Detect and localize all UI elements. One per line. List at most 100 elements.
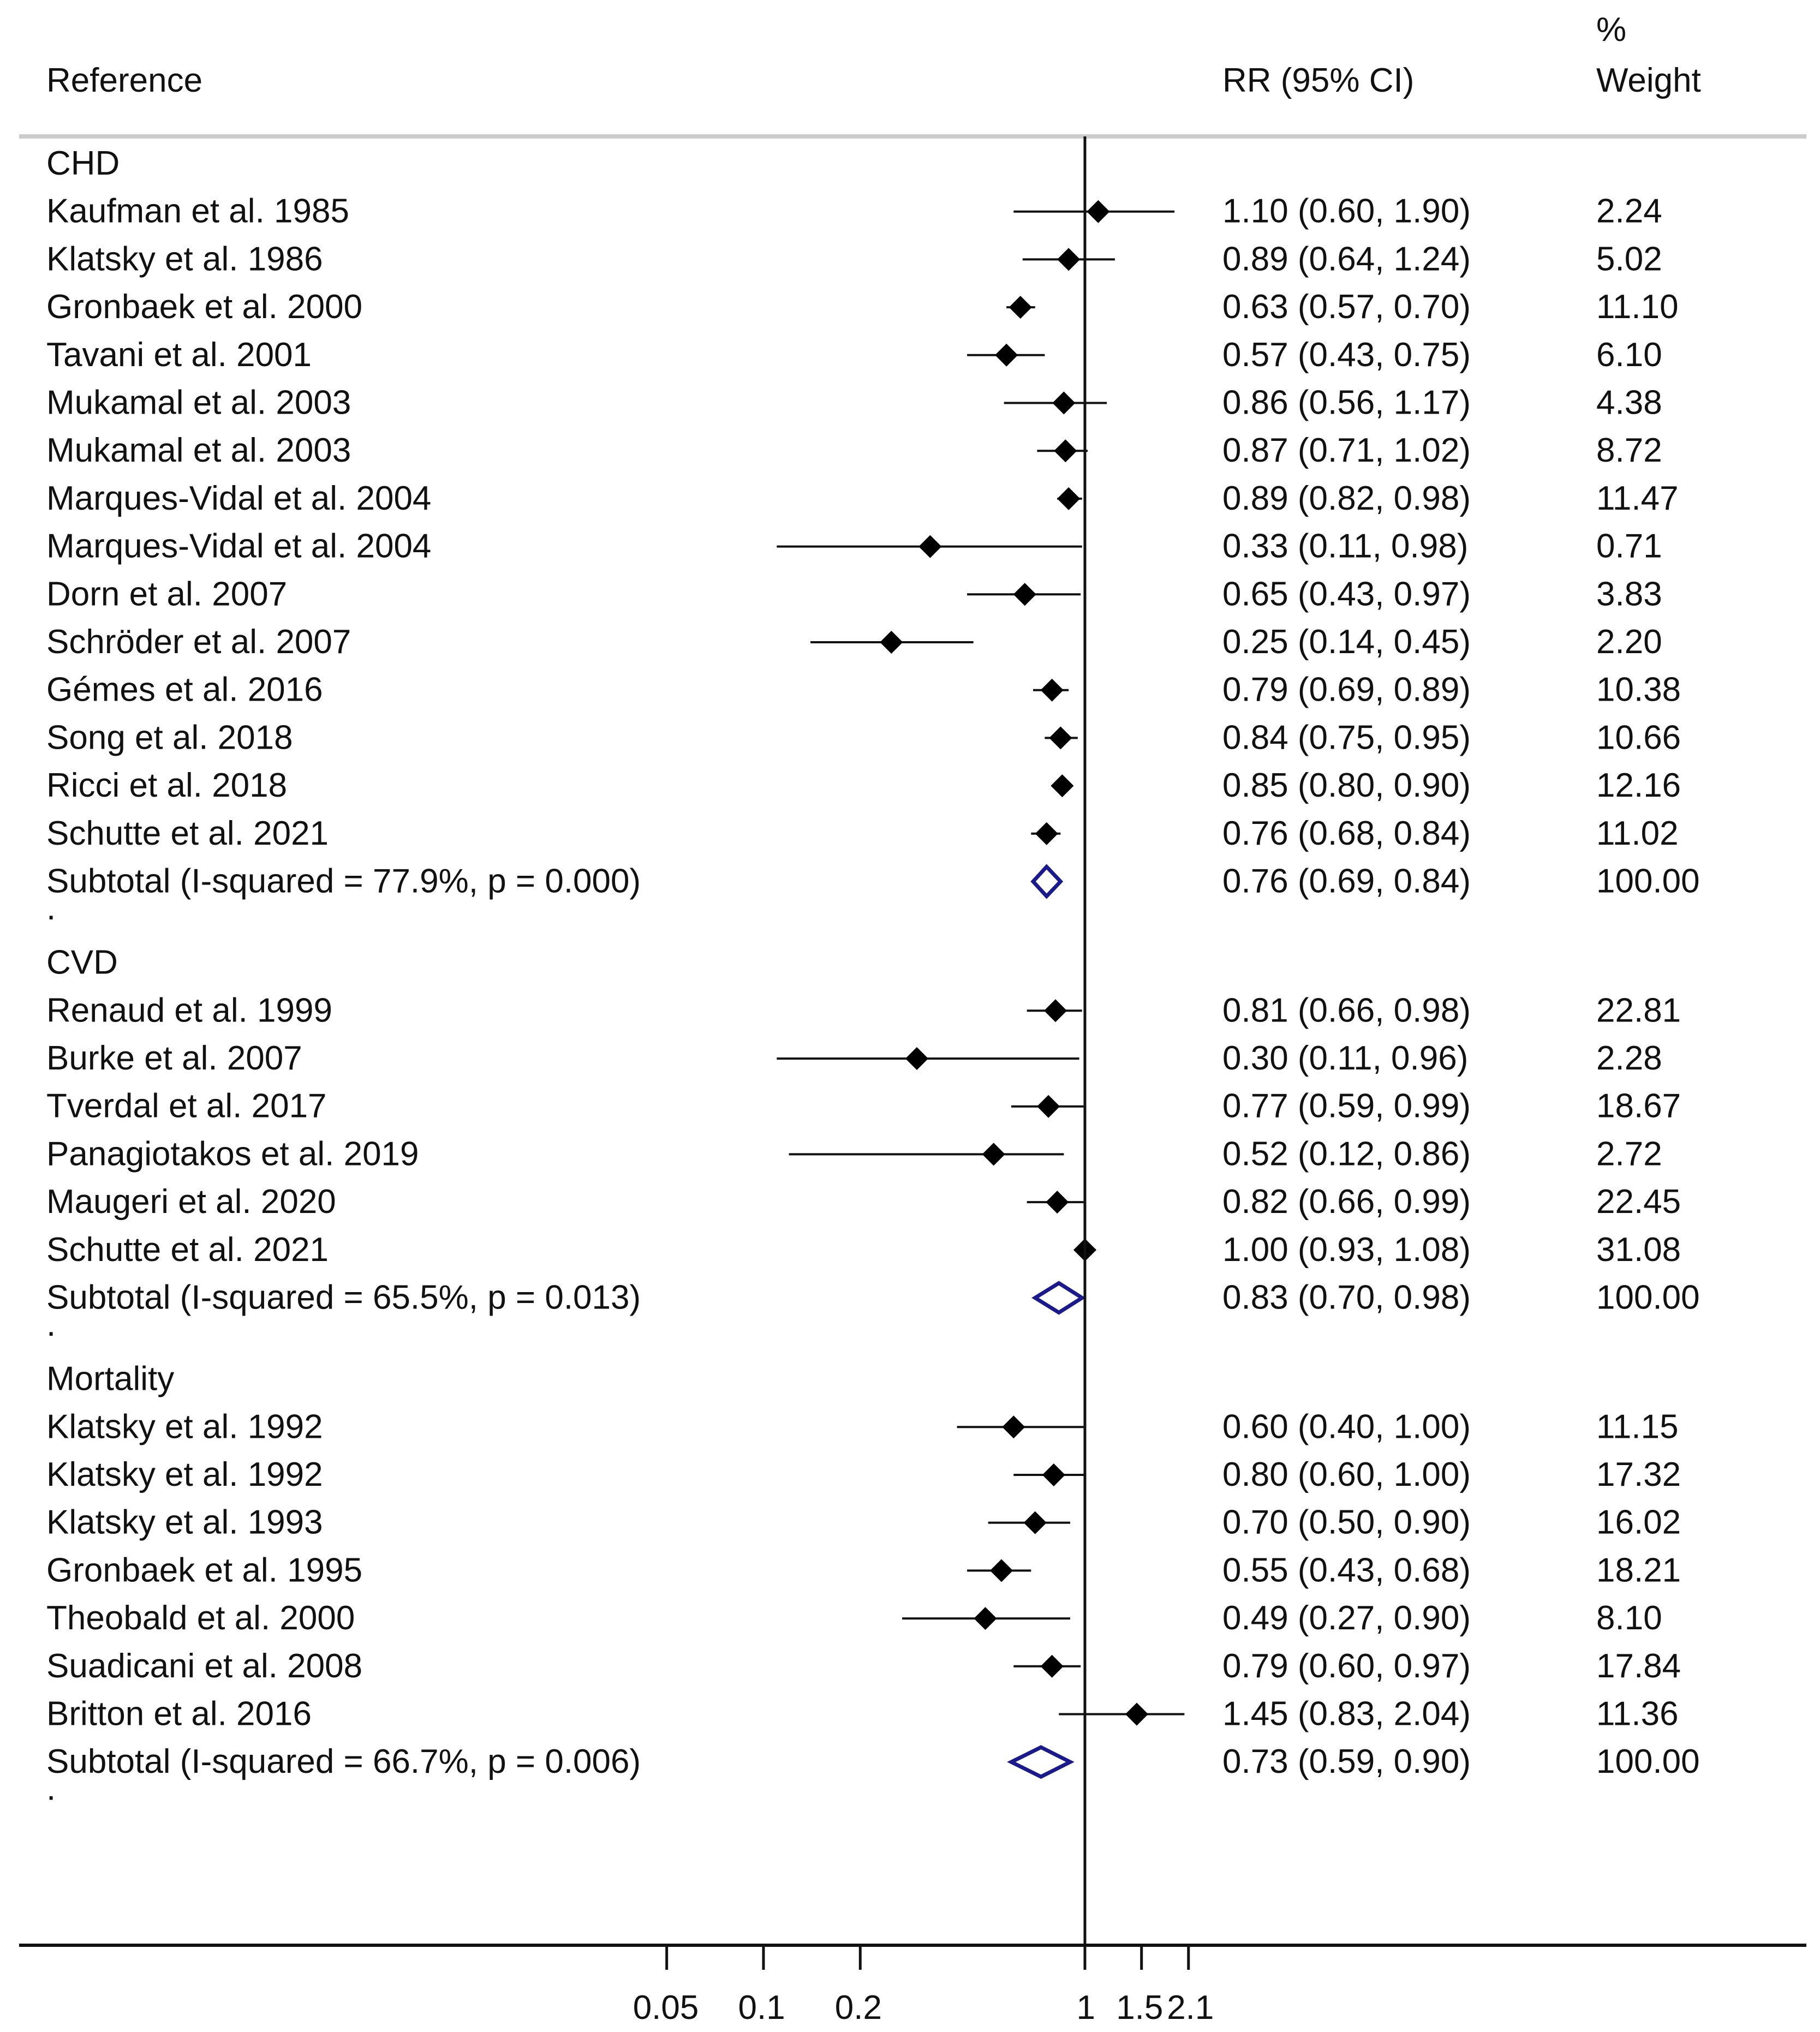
x-tick-label: 2.1 xyxy=(1167,1989,1214,2027)
study-ci-text: 0.87 (0.71, 1.02) xyxy=(1222,432,1471,469)
x-tick-label: 0.05 xyxy=(633,1989,699,2027)
study-weight: 0.71 xyxy=(1596,528,1662,565)
group-separator: . xyxy=(46,1306,56,1343)
study-weight: 22.45 xyxy=(1596,1183,1681,1221)
study-reference: Song et al. 2018 xyxy=(46,719,293,756)
subtotal-label: Subtotal (I-squared = 77.9%, p = 0.000) xyxy=(46,863,641,900)
study-ci-text: 1.00 (0.93, 1.08) xyxy=(1222,1231,1471,1269)
study-point-estimate xyxy=(1035,822,1058,845)
study-reference: Mukamal et al. 2003 xyxy=(46,432,351,469)
x-tick-label: 1 xyxy=(1077,1989,1095,2027)
study-ci-text: 0.76 (0.68, 0.84) xyxy=(1222,815,1471,852)
study-reference: Klatsky et al. 1992 xyxy=(46,1456,323,1493)
study-reference: Mukamal et al. 2003 xyxy=(46,384,351,422)
study-reference: Klatsky et al. 1992 xyxy=(46,1408,323,1445)
study-point-estimate xyxy=(1013,583,1036,606)
study-reference: Marques-Vidal et al. 2004 xyxy=(46,480,431,517)
subtotal-weight: 100.00 xyxy=(1596,1278,1700,1316)
study-weight: 17.32 xyxy=(1596,1456,1681,1493)
study-point-estimate xyxy=(1009,296,1032,319)
study-weight: 18.67 xyxy=(1596,1087,1681,1125)
study-ci-text: 0.63 (0.57, 0.70) xyxy=(1222,288,1471,326)
subtotal-diamond xyxy=(1031,1281,1086,1315)
study-ci-text: 1.45 (0.83, 2.04) xyxy=(1222,1695,1471,1732)
study-ci-text: 0.77 (0.59, 0.99) xyxy=(1222,1087,1471,1125)
study-weight: 2.20 xyxy=(1596,623,1662,661)
study-reference: Klatsky et al. 1986 xyxy=(46,240,323,278)
study-reference: Britton et al. 2016 xyxy=(46,1695,312,1732)
study-weight: 12.16 xyxy=(1596,767,1681,804)
x-axis: 0.05 0.1 0.2 1 1.5 2.1 xyxy=(19,136,1806,2027)
study-ci-text: 0.89 (0.64, 1.24) xyxy=(1222,240,1471,278)
study-reference: Gronbaek et al. 1995 xyxy=(46,1551,362,1589)
group-title: Mortality xyxy=(46,1360,174,1398)
study-ci-text: 0.79 (0.60, 0.97) xyxy=(1222,1647,1471,1685)
study-reference: Tavani et al. 2001 xyxy=(46,336,312,374)
study-weight: 18.21 xyxy=(1596,1551,1681,1589)
x-tick-label: 1.5 xyxy=(1116,1989,1163,2027)
study-weight: 5.02 xyxy=(1596,240,1662,278)
study-reference: Ricci et al. 2018 xyxy=(46,767,287,804)
study-weight: 17.84 xyxy=(1596,1647,1681,1685)
study-point-estimate xyxy=(1040,678,1064,702)
study-ci-text: 0.84 (0.75, 0.95) xyxy=(1222,719,1471,756)
study-point-estimate xyxy=(974,1607,997,1630)
subtotal-ci-text: 0.73 (0.59, 0.90) xyxy=(1222,1743,1471,1780)
study-weight: 31.08 xyxy=(1596,1231,1681,1269)
study-point-estimate xyxy=(990,1559,1013,1582)
study-ci-text: 0.60 (0.40, 1.00) xyxy=(1222,1408,1471,1445)
subtotal-label: Subtotal (I-squared = 66.7%, p = 0.006) xyxy=(46,1743,641,1780)
study-reference: Panagiotakos et al. 2019 xyxy=(46,1135,419,1173)
study-reference: Tverdal et al. 2017 xyxy=(46,1087,327,1125)
study-reference: Burke et al. 2007 xyxy=(46,1039,302,1077)
study-reference: Theobald et al. 2000 xyxy=(46,1599,355,1637)
study-reference: Schutte et al. 2021 xyxy=(46,1231,329,1269)
study-point-estimate xyxy=(1002,1415,1025,1439)
study-weight: 2.24 xyxy=(1596,193,1662,230)
study-ci-text: 0.33 (0.11, 0.98) xyxy=(1222,528,1468,565)
subtotal-label: Subtotal (I-squared = 65.5%, p = 0.013) xyxy=(46,1278,641,1316)
study-ci-text: 0.65 (0.43, 0.97) xyxy=(1222,575,1471,613)
group-title: CVD xyxy=(46,944,118,982)
study-point-estimate xyxy=(1125,1702,1149,1726)
study-reference: Dorn et al. 2007 xyxy=(46,575,287,613)
study-weight: 3.83 xyxy=(1596,575,1662,613)
study-reference: Renaud et al. 1999 xyxy=(46,991,332,1029)
study-reference: Klatsky et al. 1993 xyxy=(46,1504,323,1541)
header-estimate: RR (95% CI) xyxy=(1222,62,1414,99)
subtotal-diamond xyxy=(1030,864,1064,899)
study-weight: 8.10 xyxy=(1596,1599,1662,1637)
subtotal-diamond xyxy=(1007,1745,1075,1779)
study-point-estimate xyxy=(1057,248,1081,271)
group-separator: . xyxy=(46,889,56,927)
study-weight: 22.81 xyxy=(1596,991,1681,1029)
study-weight: 11.15 xyxy=(1596,1408,1679,1445)
study-point-estimate xyxy=(1054,439,1077,463)
study-reference: Kaufman et al. 1985 xyxy=(46,193,349,230)
study-weight: 10.38 xyxy=(1596,671,1681,709)
subtotal-weight: 100.00 xyxy=(1596,863,1700,900)
study-ci-text: 0.89 (0.82, 0.98) xyxy=(1222,480,1471,517)
study-point-estimate xyxy=(1051,774,1074,798)
study-ci-text: 0.25 (0.14, 0.45) xyxy=(1222,623,1471,661)
subtotal-ci-text: 0.83 (0.70, 0.98) xyxy=(1222,1278,1471,1316)
study-ci-text: 0.49 (0.27, 0.90) xyxy=(1222,1599,1471,1637)
study-reference: Maugeri et al. 2020 xyxy=(46,1183,336,1221)
study-reference: Gémes et al. 2016 xyxy=(46,671,323,709)
study-ci-text: 0.85 (0.80, 0.90) xyxy=(1222,767,1471,804)
header-weight-percent: % xyxy=(1596,11,1626,49)
study-weight: 10.66 xyxy=(1596,719,1681,756)
study-ci-text: 0.80 (0.60, 1.00) xyxy=(1222,1456,1471,1493)
study-point-estimate xyxy=(1057,487,1081,510)
study-weight: 2.72 xyxy=(1596,1135,1662,1173)
study-point-estimate xyxy=(1049,726,1072,750)
group-separator: . xyxy=(46,1770,56,1808)
study-reference: Marques-Vidal et al. 2004 xyxy=(46,528,431,565)
group-title: CHD xyxy=(46,145,120,182)
study-ci-text: 0.86 (0.56, 1.17) xyxy=(1222,384,1471,422)
study-point-estimate xyxy=(905,1047,929,1070)
study-point-estimate xyxy=(982,1143,1005,1166)
study-point-estimate xyxy=(918,535,942,558)
study-reference: Schröder et al. 2007 xyxy=(46,623,351,661)
